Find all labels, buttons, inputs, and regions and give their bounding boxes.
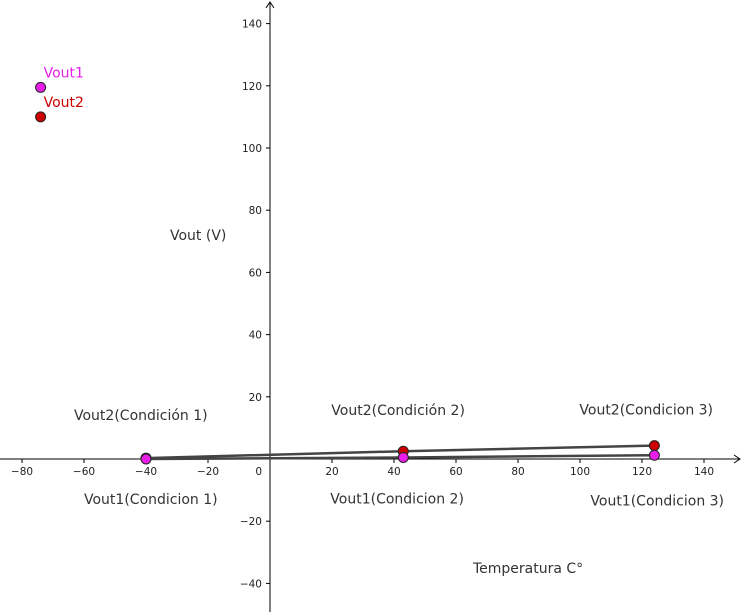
x-tick-label: −80: [11, 466, 33, 478]
x-tick-label: −40: [135, 466, 157, 478]
x-tick-label: 40: [387, 466, 400, 478]
point-label-vout1: Vout1(Condicion 3): [590, 493, 724, 509]
point-label-vout2: Vout2(Condicion 3): [579, 403, 713, 419]
data-points: [140, 440, 660, 465]
y-tick-label: 120: [242, 81, 262, 93]
legend-label-vout2: Vout2: [44, 95, 84, 111]
x-tick-label: 60: [449, 466, 462, 478]
y-axis-label: Vout (V): [170, 228, 226, 244]
point-vout1: [140, 453, 152, 465]
y-tick-label: 40: [249, 330, 262, 342]
y-tick-label: 140: [242, 19, 262, 31]
x-tick-label: −20: [197, 466, 219, 478]
x-tick-label: 20: [325, 466, 338, 478]
y-tick-label: 20: [249, 392, 262, 404]
point-annotations: Vout1(Condicion 1) Vout1(Condicion 2) Vout…: [74, 403, 724, 510]
y-tick-label: 80: [249, 205, 262, 217]
x-tick-label: 100: [570, 466, 590, 478]
legend-label-vout1: Vout1: [44, 65, 84, 81]
legend: Vout1 Vout2: [35, 65, 84, 123]
legend-marker-vout1: [35, 81, 47, 93]
x-tick-label: 80: [511, 466, 524, 478]
origin-label: 0: [255, 466, 262, 478]
point-label-vout2: Vout2(Condición 1): [74, 408, 208, 424]
legend-marker-vout2: [35, 111, 47, 123]
x-axis-arrow-icon: [733, 454, 741, 464]
point-vout1: [397, 451, 409, 463]
y-axis-arrow-icon: [265, 1, 275, 9]
y-tick-label: −40: [240, 578, 262, 590]
x-tick-label: 120: [632, 466, 652, 478]
x-axis-label: Temperatura C°: [472, 561, 583, 577]
x-tick-label: −60: [73, 466, 95, 478]
y-tick-label: −20: [240, 516, 262, 528]
point-vout1: [648, 449, 660, 461]
y-tick-label: 60: [249, 267, 262, 279]
point-label-vout2: Vout2(Condición 2): [331, 403, 465, 419]
tick-labels: −80 −60 −40 −20 20 40 60 80 100 120 140 −40 −20 20 40 6…: [11, 19, 714, 591]
point-vout2: [648, 440, 660, 452]
point-label-vout1: Vout1(Condicion 2): [330, 491, 464, 507]
y-tick-label: 100: [242, 143, 262, 155]
x-tick-label: 140: [694, 466, 714, 478]
point-label-vout1: Vout1(Condicion 1): [84, 492, 218, 508]
